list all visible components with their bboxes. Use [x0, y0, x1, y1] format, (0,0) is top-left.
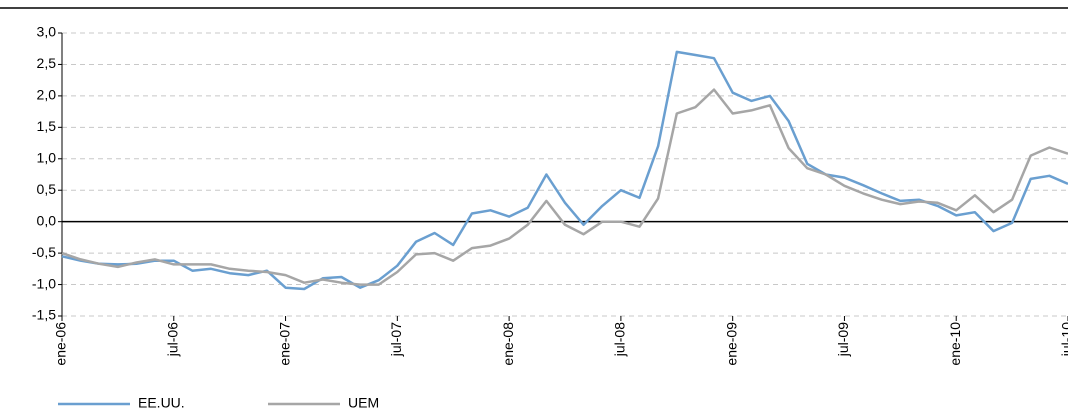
series-line	[61, 50, 1068, 291]
y-tick-label: 0,0	[37, 212, 57, 228]
y-tick-label: -1,5	[32, 307, 56, 323]
x-tick-label: jul-09	[835, 322, 851, 357]
x-tick-label: jul-07	[388, 322, 404, 357]
x-tick-label: jul-06	[164, 322, 180, 357]
y-tick-label: 3,0	[37, 24, 57, 40]
y-tick-label: 2,5	[37, 55, 57, 71]
y-tick-label: 1,5	[37, 118, 57, 134]
y-tick-label: -0,5	[32, 244, 56, 260]
legend-label: UEM	[348, 395, 379, 411]
x-tick-label: ene-06	[53, 322, 69, 366]
y-tick-label: -1,0	[32, 275, 56, 291]
series-line	[61, 88, 1068, 286]
x-tick-label: ene-10	[947, 322, 963, 366]
x-tick-label: ene-09	[723, 322, 739, 366]
x-tick-label: ene-08	[500, 322, 516, 366]
y-tick-label: 1,0	[37, 149, 57, 165]
y-tick-label: 0,5	[37, 181, 57, 197]
x-tick-label: ene-07	[276, 322, 292, 366]
x-tick-label: jul-10	[1059, 322, 1068, 357]
x-tick-label: jul-08	[612, 322, 628, 357]
legend-label: EE.UU.	[138, 395, 185, 411]
y-tick-label: 2,0	[37, 87, 57, 103]
